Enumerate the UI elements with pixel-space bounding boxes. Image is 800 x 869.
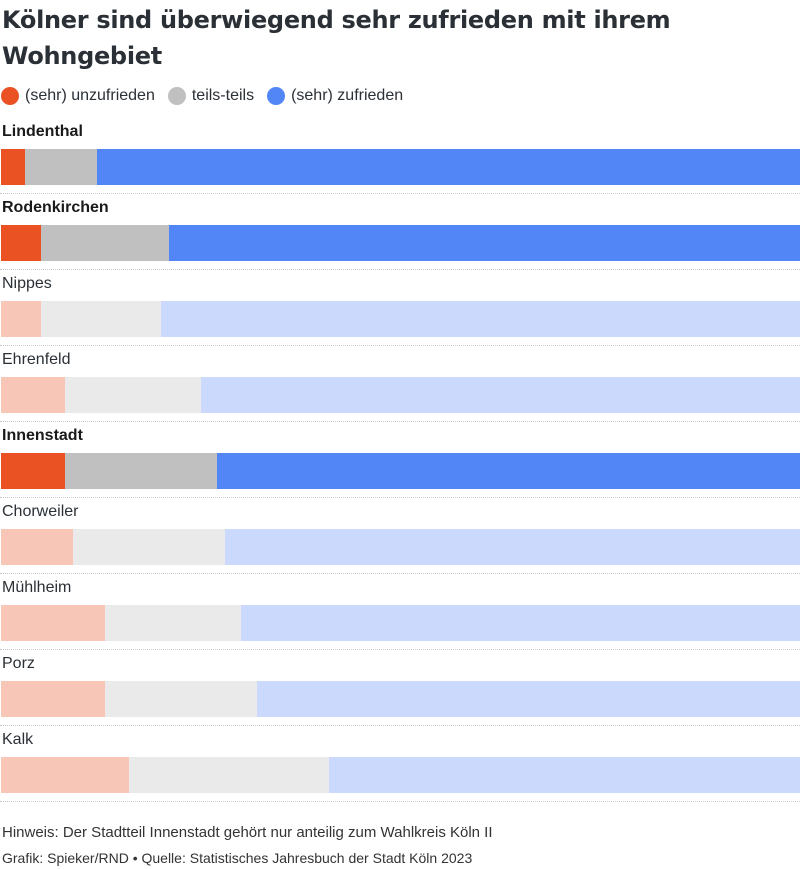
bar-segment-zufrieden	[96, 149, 800, 185]
bar-row: Mühlheim	[0, 574, 800, 650]
bar-label: Innenstadt	[2, 427, 83, 444]
source-credit: Grafik: Spieker/RND • Quelle: Statistisc…	[2, 850, 473, 866]
bar-label: Ehrenfeld	[2, 351, 71, 368]
bar-segment-unzufrieden	[1, 377, 65, 413]
legend-label-unzufrieden: (sehr) unzufrieden	[25, 87, 155, 104]
stacked-bar	[1, 529, 800, 565]
bar-segment-unzufrieden	[1, 149, 25, 185]
legend-item-zufrieden: (sehr) zufrieden	[266, 87, 403, 105]
bar-segment-teils	[40, 225, 169, 261]
bar-label: Chorweiler	[2, 503, 79, 520]
bar-label: Kalk	[2, 731, 34, 748]
bar-segment-unzufrieden	[1, 529, 73, 565]
bar-segment-unzufrieden	[1, 681, 105, 717]
bar-segment-zufrieden	[168, 225, 800, 261]
bar-segment-teils	[104, 605, 241, 641]
bar-row: Ehrenfeld	[0, 346, 800, 422]
stacked-bar	[1, 605, 800, 641]
bar-segment-teils	[40, 301, 161, 337]
bar-segment-zufrieden	[216, 453, 800, 489]
legend-item-unzufrieden: (sehr) unzufrieden	[0, 87, 155, 105]
bar-row: Porz	[0, 650, 800, 726]
stacked-bar	[1, 149, 800, 185]
stacked-bar	[1, 377, 800, 413]
chart-title: Kölner sind überwiegend sehr zufrieden m…	[2, 6, 671, 70]
bar-label: Porz	[2, 655, 35, 672]
legend-label-teils: teils-teils	[191, 87, 255, 104]
bar-row: Innenstadt	[0, 422, 800, 498]
bar-segment-zufrieden	[200, 377, 800, 413]
legend-label-zufrieden: (sehr) zufrieden	[291, 87, 404, 104]
legend-swatch-teils	[167, 87, 186, 105]
chart-rows: Lindenthal Rodenkirchen Nippes Ehrenfeld Inn…	[0, 118, 800, 802]
bar-label: Mühlheim	[2, 579, 72, 596]
bar-segment-zufrieden	[160, 301, 800, 337]
bar-label: Rodenkirchen	[2, 199, 109, 216]
bar-label: Nippes	[2, 275, 52, 292]
bar-segment-unzufrieden	[1, 301, 41, 337]
bar-segment-zufrieden	[328, 757, 800, 793]
bar-segment-zufrieden	[224, 529, 800, 565]
legend: (sehr) unzufrieden teils-teils (sehr) zu…	[0, 84, 415, 108]
stacked-bar	[1, 453, 800, 489]
bar-label: Lindenthal	[2, 123, 83, 140]
bar-segment-teils	[64, 453, 217, 489]
bar-row: Chorweiler	[0, 498, 800, 574]
bar-segment-teils	[128, 757, 329, 793]
bar-segment-teils	[24, 149, 97, 185]
stacked-bar	[1, 681, 800, 717]
bar-row: Lindenthal	[0, 118, 800, 194]
footnote: Hinweis: Der Stadtteil Innenstadt gehört…	[2, 824, 493, 841]
bar-segment-teils	[72, 529, 225, 565]
legend-swatch-zufrieden	[267, 87, 286, 105]
bar-segment-teils	[104, 681, 257, 717]
bar-segment-zufrieden	[256, 681, 800, 717]
bar-row: Kalk	[0, 726, 800, 802]
legend-item-teils: teils-teils	[167, 87, 254, 105]
stacked-bar	[1, 301, 800, 337]
bar-segment-unzufrieden	[1, 757, 129, 793]
bar-segment-zufrieden	[240, 605, 800, 641]
bar-row: Rodenkirchen	[0, 194, 800, 270]
stacked-bar	[1, 225, 800, 261]
stacked-bar	[1, 757, 800, 793]
bar-segment-unzufrieden	[1, 225, 41, 261]
bar-row: Nippes	[0, 270, 800, 346]
legend-swatch-unzufrieden	[1, 87, 19, 105]
bar-segment-unzufrieden	[1, 453, 65, 489]
bar-segment-teils	[64, 377, 201, 413]
bar-segment-unzufrieden	[1, 605, 105, 641]
